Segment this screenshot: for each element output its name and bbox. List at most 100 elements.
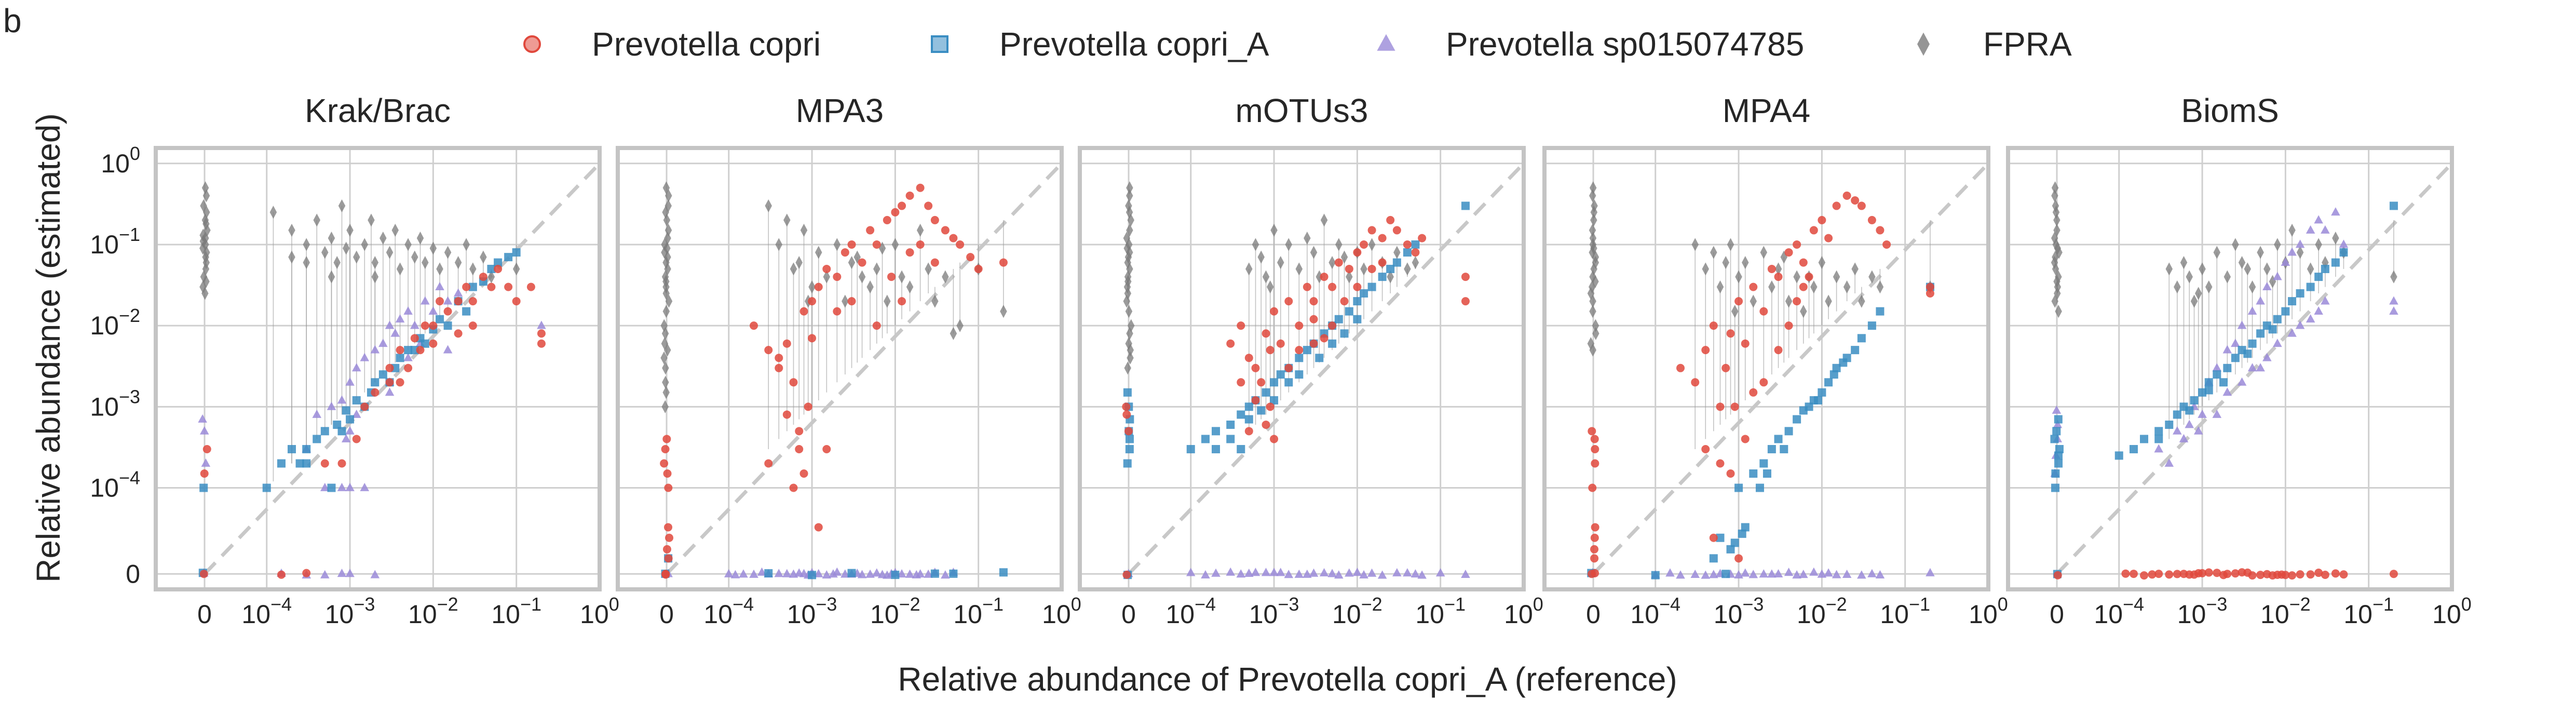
point-prevotella-copri xyxy=(930,258,939,267)
point-prevotella-copri-a xyxy=(764,569,773,578)
point-fpra xyxy=(1412,255,1419,269)
point-prevotella-copri xyxy=(662,545,671,554)
point-prevotella-copri xyxy=(775,354,783,362)
point-prevotella-copri-a xyxy=(2154,427,2163,436)
point-prevotella-copri xyxy=(1386,215,1395,224)
point-prevotella-copri xyxy=(1276,339,1285,348)
point-prevotella-copri xyxy=(462,282,471,291)
point-fpra xyxy=(203,206,210,219)
point-fpra xyxy=(916,223,924,237)
point-fpra xyxy=(303,255,310,269)
point-prevotella-sp015074785 xyxy=(2179,434,2189,442)
identity-line xyxy=(1592,162,1990,575)
point-fpra xyxy=(1800,305,1807,318)
point-fpra xyxy=(1785,294,1793,308)
point-fpra xyxy=(1000,305,1007,318)
point-fpra xyxy=(346,223,354,237)
point-prevotella-copri xyxy=(202,444,211,453)
point-prevotella-copri xyxy=(479,273,487,281)
point-fpra xyxy=(1368,238,1376,251)
point-fpra xyxy=(878,241,886,255)
x-tick-label: 10−4 xyxy=(703,594,754,629)
point-prevotella-copri xyxy=(661,570,670,578)
point-prevotella-copri xyxy=(1270,435,1279,443)
point-fpra xyxy=(1387,270,1394,284)
point-prevotella-copri xyxy=(1345,264,1353,273)
panel-bioms: BiomS 0 10−4 10−3 10−2 10−1 100 xyxy=(2006,92,2472,629)
point-fpra xyxy=(1768,280,1775,294)
point-prevotella-copri xyxy=(1262,329,1270,338)
point-prevotella-copri-a xyxy=(2288,297,2297,306)
point-fpra xyxy=(2190,294,2198,308)
panel-frame xyxy=(2006,146,2454,591)
panel-krak-brac: Krak/Brac 0 10−4 10−3 10−2 10−1 100 100 10−1 10−2… xyxy=(90,92,619,629)
series-prevotella-sp015074785 xyxy=(2050,207,2398,477)
point-prevotella-copri-a xyxy=(512,248,521,257)
point-fpra xyxy=(815,246,822,259)
point-prevotella-sp015074785 xyxy=(2321,225,2330,234)
point-fpra xyxy=(783,213,791,227)
point-prevotella-copri-a xyxy=(302,459,311,468)
point-prevotella-copri xyxy=(454,297,463,306)
point-prevotella-sp015074785 xyxy=(840,569,850,578)
point-prevotella-copri xyxy=(1367,226,1376,235)
point-prevotella-copri-a xyxy=(2051,469,2060,478)
point-fpra xyxy=(2248,280,2256,294)
point-fpra xyxy=(328,231,335,245)
series-prevotella-copri xyxy=(1588,191,1934,578)
point-fpra xyxy=(1125,199,1132,213)
point-prevotella-sp015074785 xyxy=(1403,568,1412,577)
point-fpra xyxy=(1702,262,1710,276)
point-prevotella-copri-a xyxy=(1793,415,1801,424)
point-prevotella-copri-a xyxy=(2268,325,2277,334)
point-prevotella-sp015074785 xyxy=(410,320,419,329)
point-prevotella-sp015074785 xyxy=(1269,568,1279,576)
point-fpra xyxy=(2257,246,2264,259)
point-prevotella-sp015074785 xyxy=(201,458,211,467)
point-fpra xyxy=(2274,238,2281,251)
point-fpra xyxy=(1589,305,1596,318)
point-prevotella-copri xyxy=(1590,533,1599,542)
point-prevotella-copri xyxy=(858,258,866,267)
point-fpra xyxy=(1810,280,1818,294)
point-prevotella-copri xyxy=(2223,570,2232,578)
point-prevotella-copri-a xyxy=(2231,354,2240,362)
point-fpra xyxy=(1310,246,1318,259)
point-prevotella-copri-a xyxy=(421,339,429,348)
point-prevotella-copri-a xyxy=(1392,258,1401,267)
point-prevotella-copri xyxy=(2288,571,2297,580)
point-prevotella-copri xyxy=(795,427,804,436)
point-fpra xyxy=(361,238,369,251)
point-prevotella-copri-a xyxy=(1226,435,1235,443)
point-fpra xyxy=(469,262,477,276)
point-prevotella-sp015074785 xyxy=(832,567,842,576)
series-prevotella-copri xyxy=(199,264,546,579)
point-prevotella-copri xyxy=(822,264,831,273)
point-prevotella-copri xyxy=(1784,321,1793,330)
point-fpra xyxy=(436,262,443,276)
point-prevotella-sp015074785 xyxy=(724,569,734,577)
point-fpra xyxy=(1722,255,1729,269)
point-prevotella-copri-a xyxy=(1403,248,1412,257)
point-prevotella-copri-a xyxy=(2306,282,2315,291)
point-fpra xyxy=(328,270,335,284)
point-prevotella-copri xyxy=(1709,321,1718,330)
point-prevotella-copri xyxy=(833,307,842,316)
point-prevotella-sp015074785 xyxy=(2321,296,2330,305)
point-prevotella-copri xyxy=(1741,435,1750,443)
point-prevotella-sp015074785 xyxy=(2256,363,2265,372)
point-fpra xyxy=(858,270,866,284)
series-fpra xyxy=(2051,181,2397,318)
point-prevotella-sp015074785 xyxy=(390,328,400,337)
point-prevotella-copri-a xyxy=(1257,406,1266,415)
point-fpra xyxy=(1589,181,1597,195)
point-prevotella-copri-a xyxy=(2314,273,2323,281)
point-prevotella-sp015074785 xyxy=(2389,296,2398,305)
legend-item-prevotella-copri: Prevotella copri xyxy=(523,25,821,63)
point-fpra xyxy=(662,280,670,294)
point-prevotella-copri xyxy=(1691,378,1700,387)
point-prevotella-copri-a xyxy=(1244,402,1253,411)
point-fpra xyxy=(368,213,375,227)
point-prevotella-copri xyxy=(454,329,463,338)
point-fpra xyxy=(808,280,816,294)
